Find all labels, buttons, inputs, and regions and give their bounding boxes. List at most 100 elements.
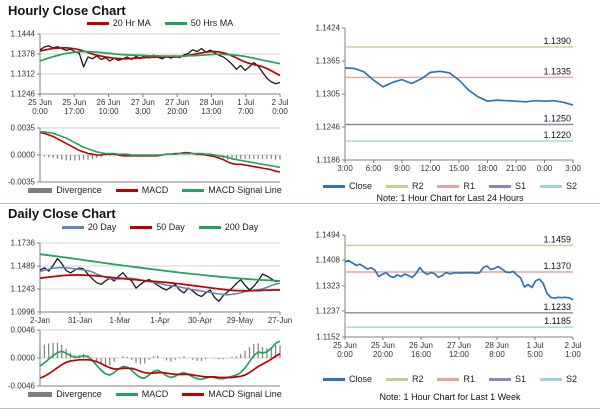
legend-label: Divergence: [56, 185, 102, 195]
svg-text:5:00: 5:00: [527, 350, 543, 359]
svg-text:-0.0046: -0.0046: [8, 382, 36, 391]
legend-label: 20 Day: [87, 222, 117, 232]
svg-text:0.0000: 0.0000: [11, 354, 36, 363]
legend-label: S2: [566, 374, 578, 384]
svg-text:1.1186: 1.1186: [316, 156, 340, 165]
daily-macd-chart: 0.0046 0.0000 -0.0046: [8, 326, 281, 391]
legend-item: 20 Hr MA: [86, 18, 151, 28]
legend-item: MACD: [115, 389, 169, 399]
line-swatch-cyan: [540, 377, 563, 381]
legend-label: MACD Signal Line: [208, 389, 282, 399]
svg-text:1 Jul: 1 Jul: [527, 341, 544, 350]
legend-label: 50 Hrs MA: [190, 18, 234, 28]
legend-item: S2: [540, 374, 577, 384]
svg-text:0:00: 0:00: [32, 107, 48, 116]
svg-text:1.1335: 1.1335: [543, 66, 571, 76]
svg-text:1.1323: 1.1323: [316, 282, 341, 291]
legend-item: Divergence: [28, 185, 102, 195]
line-swatch-olive: [385, 184, 408, 188]
svg-text:29-May: 29-May: [227, 316, 254, 325]
legend-item: Divergence: [28, 389, 102, 399]
svg-text:1.1305: 1.1305: [316, 90, 341, 99]
svg-text:21:00: 21:00: [506, 164, 527, 173]
legend-item: 200 Day: [198, 222, 258, 232]
svg-text:17:00: 17:00: [64, 107, 85, 116]
bar-swatch-gray: [28, 391, 53, 397]
svg-text:26 Jun: 26 Jun: [409, 341, 433, 350]
svg-text:0:00: 0:00: [337, 350, 353, 359]
svg-text:31-Jan: 31-Jan: [68, 316, 92, 325]
daily-ma-legend: 20 Day 50 Day 200 Day: [40, 222, 280, 232]
svg-text:1.1237: 1.1237: [316, 307, 341, 316]
line-swatch-blue: [322, 184, 345, 188]
daily-chart-title: Daily Close Chart: [8, 206, 116, 221]
svg-text:1.1152: 1.1152: [316, 333, 340, 342]
line-swatch-salmon: [437, 184, 460, 188]
svg-text:1.1365: 1.1365: [316, 57, 341, 66]
svg-text:2 Jul: 2 Jul: [565, 341, 582, 350]
line-swatch-olive: [385, 377, 408, 381]
legend-label: R1: [463, 374, 475, 384]
svg-text:0:00: 0:00: [272, 107, 288, 116]
legend-label: Divergence: [56, 389, 102, 399]
svg-text:2 Jul: 2 Jul: [272, 98, 289, 107]
svg-text:0.0035: 0.0035: [11, 124, 36, 133]
hourly-macd-legend: Divergence MACD MACD Signal Line: [20, 185, 290, 195]
svg-text:10:00: 10:00: [99, 107, 120, 116]
bar-swatch-gray: [28, 187, 53, 193]
svg-text:27 Jun: 27 Jun: [165, 98, 189, 107]
svg-text:1.1250: 1.1250: [543, 114, 571, 124]
line-swatch-red: [130, 225, 153, 229]
legend-item: MACD Signal Line: [182, 389, 282, 399]
line-swatch-green: [164, 21, 187, 25]
legend-label: MACD: [141, 185, 169, 195]
svg-text:26 Jun: 26 Jun: [97, 98, 121, 107]
svg-text:20:00: 20:00: [167, 107, 188, 116]
legend-item: R1: [437, 181, 475, 191]
svg-text:3:00: 3:00: [135, 107, 151, 116]
legend-item: S2: [540, 181, 577, 191]
svg-text:25 Jun: 25 Jun: [371, 341, 395, 350]
line-swatch-green: [198, 225, 221, 229]
svg-text:6:00: 6:00: [366, 164, 382, 173]
svg-text:1.1246: 1.1246: [11, 90, 36, 99]
svg-text:1.1185: 1.1185: [544, 316, 571, 326]
legend-item: Close: [322, 181, 372, 191]
line-swatch-purple: [489, 184, 511, 188]
legend-label: MACD Signal Line: [208, 185, 282, 195]
line-swatch-red: [115, 188, 138, 192]
legend-label: 50 Day: [156, 222, 185, 232]
svg-text:7:00: 7:00: [238, 107, 254, 116]
svg-text:1.1378: 1.1378: [11, 50, 36, 59]
svg-text:1:00: 1:00: [565, 350, 581, 359]
svg-text:13:00: 13:00: [201, 107, 222, 116]
legend-item: R2: [385, 374, 423, 384]
svg-text:1-Apr: 1-Apr: [150, 316, 170, 325]
legend-label: R2: [411, 181, 424, 191]
line-swatch-green: [182, 188, 205, 192]
legend-label: MACD: [141, 389, 169, 399]
svg-text:0.0046: 0.0046: [11, 326, 36, 335]
svg-text:1.1459: 1.1459: [543, 234, 571, 244]
daily-macd-legend: Divergence MACD MACD Signal Line: [20, 389, 290, 399]
svg-text:1.1424: 1.1424: [316, 24, 341, 33]
legend-label: R1: [463, 181, 475, 191]
hourly-ma-legend: 20 Hr MA 50 Hrs MA: [40, 18, 280, 28]
legend-item: MACD: [115, 185, 169, 195]
legend-item: 50 Day: [130, 222, 185, 232]
line-swatch-purple: [489, 377, 511, 381]
legend-label: S1: [515, 181, 527, 191]
hourly-chart-title: Hourly Close Chart: [8, 3, 126, 18]
svg-text:28 Jun: 28 Jun: [199, 98, 223, 107]
svg-text:1.1444: 1.1444: [11, 30, 36, 39]
chart-note-weekly: Note: 1 Hour Chart for Last 1 Week: [379, 392, 521, 402]
svg-text:8:00: 8:00: [489, 350, 505, 359]
line-swatch-blue: [322, 377, 345, 381]
svg-text:20:00: 20:00: [373, 350, 394, 359]
svg-text:25 Jun: 25 Jun: [333, 341, 357, 350]
svg-text:1.1736: 1.1736: [11, 239, 36, 248]
